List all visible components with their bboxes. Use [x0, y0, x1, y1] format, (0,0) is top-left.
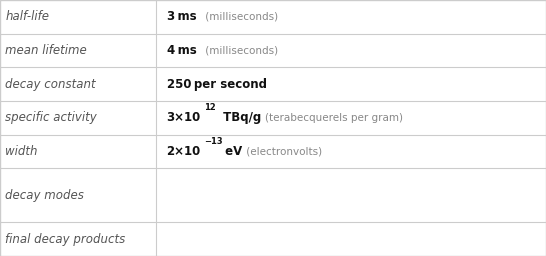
Text: specific activity: specific activity [5, 111, 97, 124]
Text: mean lifetime: mean lifetime [5, 44, 87, 57]
Text: (milliseconds): (milliseconds) [202, 46, 278, 56]
Text: 3 ms: 3 ms [167, 10, 196, 23]
Text: 12: 12 [204, 103, 216, 112]
Text: 4 ms: 4 ms [167, 44, 196, 57]
Text: eV: eV [221, 145, 242, 158]
Text: (milliseconds): (milliseconds) [202, 12, 278, 22]
Text: decay constant: decay constant [5, 78, 96, 91]
Text: half-life: half-life [5, 10, 50, 23]
Text: TBq/g: TBq/g [219, 111, 261, 124]
Text: decay modes: decay modes [5, 189, 84, 202]
Text: (electronvolts): (electronvolts) [243, 147, 322, 157]
Text: −13: −13 [204, 137, 222, 146]
Text: final decay products: final decay products [5, 233, 126, 246]
Text: 2×10: 2×10 [167, 145, 201, 158]
Text: (terabecquerels per gram): (terabecquerels per gram) [265, 113, 403, 123]
Text: 3×10: 3×10 [167, 111, 201, 124]
Text: width: width [5, 145, 38, 158]
Text: 250 per second: 250 per second [167, 78, 266, 91]
